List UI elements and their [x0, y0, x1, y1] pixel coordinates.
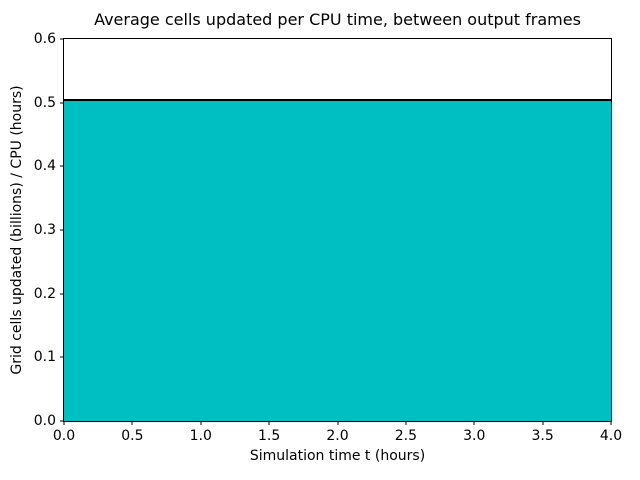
x-tick-mark [63, 421, 65, 425]
x-tick-mark [337, 421, 338, 425]
x-tick-label: 0.5 [121, 428, 144, 444]
x-tick-mark [473, 421, 475, 425]
x-tick-mark [610, 421, 612, 425]
y-tick-mark [60, 356, 64, 358]
plot-area: 0.0 0.5 1.0 1.5 2.0 2.5 3.0 3.5 4.0 0.0 0.1 0.2 0.3 0… [34, 31, 622, 444]
y-tick-mark [60, 420, 64, 422]
x-tick-label: 3.0 [463, 428, 486, 444]
y-tick-label: 0.5 [33, 94, 56, 111]
x-tick-label: 1.0 [189, 428, 212, 444]
x-tick-label: 1.5 [257, 428, 281, 444]
y-tick-mark [60, 293, 64, 295]
y-tick-label: 0.4 [33, 158, 56, 175]
x-tick-label: 2.5 [394, 428, 418, 444]
x-tick-label: 0.0 [52, 428, 76, 444]
data-line [64, 99, 611, 102]
y-tick-label: 0.0 [33, 413, 56, 429]
y-axis-label: Grid cells updated (billions) / CPU (hou… [9, 85, 25, 375]
x-tick-mark [268, 421, 270, 425]
y-tick-label: 0.6 [33, 31, 56, 47]
area-fill [64, 100, 611, 421]
x-tick-mark [131, 421, 133, 425]
y-tick-mark [60, 229, 64, 231]
chart-title: Average cells updated per CPU time, betw… [94, 10, 581, 29]
x-tick-label: 2.0 [326, 428, 349, 444]
x-tick-label: 3.5 [531, 428, 554, 444]
y-tick-mark [60, 165, 64, 167]
x-tick-mark [405, 421, 407, 425]
x-tick-mark [542, 421, 544, 425]
x-axis-label: Simulation time t (hours) [249, 448, 426, 464]
y-tick-label: 0.1 [33, 349, 56, 366]
x-tick-mark [200, 421, 202, 425]
y-tick-mark [60, 102, 64, 104]
y-tick-label: 0.3 [33, 222, 56, 238]
y-tick-label: 0.2 [33, 285, 56, 302]
x-tick-label: 4.0 [599, 428, 623, 444]
y-tick-mark [60, 38, 64, 40]
